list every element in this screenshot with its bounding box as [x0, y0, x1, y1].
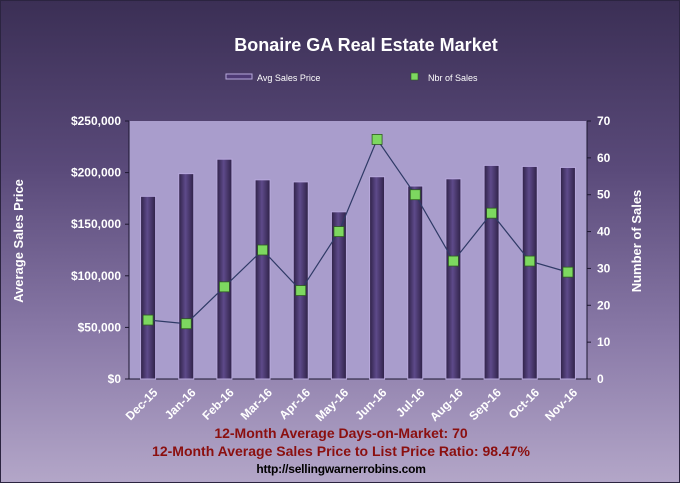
legend: Avg Sales Price Nbr of Sales — [225, 72, 478, 83]
bar — [330, 211, 347, 380]
sales-point — [219, 281, 230, 293]
bar — [140, 195, 157, 380]
bar — [292, 181, 309, 380]
sales-point — [562, 266, 574, 278]
y2-axis-title: Number of Sales — [629, 190, 644, 293]
legend-label-bars: Avg Sales Price — [257, 73, 320, 83]
x-tick-label: Jun-16 — [352, 385, 389, 422]
sales-point — [257, 244, 268, 256]
sales-point — [180, 318, 192, 330]
bar — [216, 158, 233, 380]
sales-point — [142, 314, 154, 326]
plot-area — [129, 121, 587, 379]
sales-point — [295, 285, 307, 296]
y2-tick-label: 60 — [597, 151, 611, 165]
y-axis-title: Average Sales Price — [11, 179, 26, 303]
price-ratio-text: 12-Month Average Sales Price to List Pri… — [152, 443, 530, 459]
bar — [178, 173, 195, 380]
bar — [521, 165, 538, 380]
x-tick-label: Jul-16 — [393, 385, 428, 420]
y2-tick-label: 50 — [597, 188, 611, 202]
x-tick-label: Sep-16 — [466, 385, 504, 423]
days-on-market-text: 12-Month Average Days-on-Market: 70 — [214, 425, 468, 441]
sales-point — [333, 226, 345, 237]
chart-title: Bonaire GA Real Estate Market — [234, 35, 497, 55]
y2-tick-label: 70 — [597, 114, 611, 128]
bar — [407, 185, 424, 380]
y2-tick-label: 30 — [597, 261, 611, 275]
y2-tick-label: 40 — [597, 225, 611, 239]
bar — [369, 176, 386, 380]
bar — [445, 178, 462, 380]
sales-point — [486, 207, 497, 219]
sales-point — [371, 134, 383, 145]
x-axis-ticks: Dec-15 Jan-16 Feb-16 Mar-16 Apr-16 May-16 Jun-… — [123, 385, 581, 424]
x-tick-label: Dec-15 — [123, 385, 161, 423]
y-tick-label: $0 — [108, 372, 122, 386]
sales-point — [409, 189, 421, 201]
x-tick-label: Aug-16 — [427, 385, 466, 424]
website-url[interactable]: http://sellingwarnerrobins.com — [256, 462, 426, 476]
y-tick-label: $100,000 — [71, 269, 121, 283]
y2-tick-label: 20 — [597, 298, 611, 312]
legend-label-line: Nbr of Sales — [428, 73, 478, 83]
legend-swatch-line — [410, 72, 419, 81]
x-tick-label: May-16 — [313, 385, 352, 424]
line-series — [142, 134, 574, 330]
sales-point — [524, 255, 536, 267]
sales-point — [448, 255, 459, 267]
bar — [483, 164, 500, 380]
y-tick-label: $250,000 — [71, 114, 121, 128]
bar — [254, 179, 271, 380]
y-tick-label: $200,000 — [71, 166, 121, 180]
x-tick-label: Jan-16 — [162, 385, 199, 422]
sales-line — [148, 138, 569, 325]
y-axis-ticks: $0 $50,000 $100,000 $150,000 $200,000 $250,00… — [71, 114, 129, 386]
x-tick-label: Feb-16 — [200, 385, 237, 422]
y2-tick-label: 0 — [597, 372, 604, 386]
legend-swatch-bars — [225, 73, 253, 80]
x-tick-label: Nov-16 — [542, 385, 580, 423]
y2-axis-ticks: 0 10 20 30 40 50 60 70 — [587, 114, 611, 386]
y2-tick-label: 10 — [597, 335, 611, 349]
y-tick-label: $50,000 — [78, 320, 122, 334]
y-tick-label: $150,000 — [71, 217, 121, 231]
x-tick-label: Apr-16 — [276, 385, 313, 422]
x-tick-label: Mar-16 — [238, 385, 275, 422]
axes — [128, 121, 588, 380]
x-tick-label: Oct-16 — [506, 385, 543, 422]
